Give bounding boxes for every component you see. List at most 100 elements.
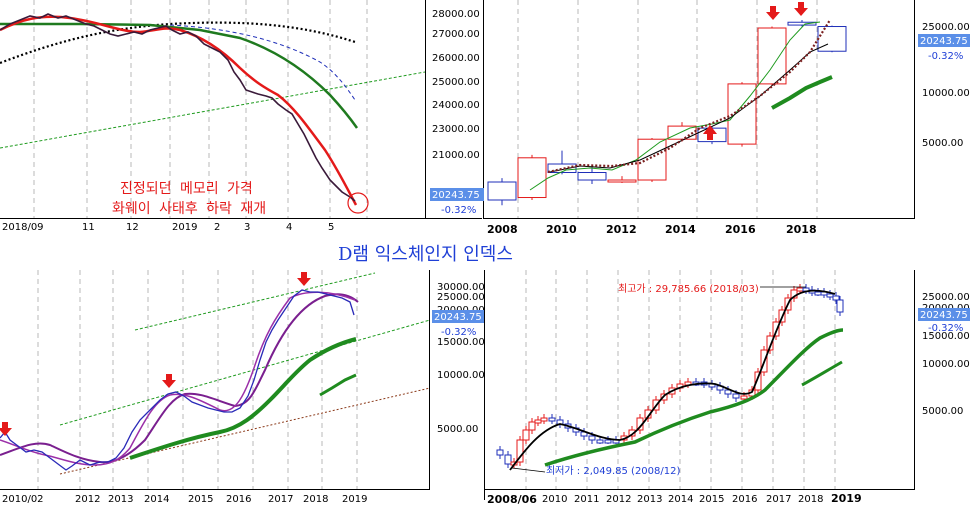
x-axis-labels: 2008/06 2010 2011 2012 2013 2014 2015 20… [487,492,862,506]
series-ma-thick-green [129,337,357,460]
series-ma-thick-green [544,328,844,467]
price-change: -0.32% [928,51,963,62]
down-arrow-marker [297,272,311,286]
x-tick-label: 2013 [108,494,133,505]
chart-top-right: 2008 2010 2012 2014 2016 2018 25000.00 1… [487,2,970,236]
candle-body [607,179,637,183]
series-ma-thick-green [771,75,833,110]
price-change: -0.32% [441,205,476,216]
x-tick-label: 2018 [303,494,328,505]
y-tick-label: 25000.00 [922,22,970,33]
x-tick-label: 4 [286,222,292,233]
y-tick-label: 5000.00 [922,406,963,417]
x-tick-label: 2019 [831,492,862,505]
x-tick-label: 2014 [144,494,169,505]
x-tick-label: 2016 [725,223,756,236]
candle-body [757,27,787,85]
y-tick-label: 25000.00 [432,77,480,88]
candle-body [796,287,804,292]
x-tick-label: 3 [244,222,250,233]
low-label: 최저가 : 2,049.85 (2008/12) [546,465,680,477]
price-badge-value: 20243.75 [432,190,480,201]
series-price [0,13,356,202]
y-tick-label: 21000.00 [432,150,480,161]
y-tick-label: 23000.00 [432,124,480,135]
channel-mid [59,319,431,426]
x-tick-label: 2011 [574,494,599,505]
candle-body [540,417,548,422]
candle-body [604,439,612,444]
candle-body [817,26,847,52]
y-tick-label: 5000.00 [922,138,963,149]
y-tick-label: 24000.00 [432,100,480,111]
candle-body [772,321,780,337]
x-tick-label: 2018 [786,223,817,236]
candle-body [836,299,844,313]
y-tick-label: 25000.00 [437,292,485,303]
x-tick-label: 11 [82,222,95,233]
candle-body [504,454,512,465]
candle-body [740,395,748,400]
x-tick-label: 12 [126,222,139,233]
candle-body [548,417,556,422]
page-title: D램 익스체인지 인덱스 [338,244,513,265]
y-axis-labels: 30000.00 25000.00 20000.00 15000.00 1000… [437,282,485,435]
marker-arrows [0,272,311,436]
x-tick-label: 2014 [665,223,696,236]
series-ma-short-green [801,360,843,387]
down-arrow-marker [162,374,176,388]
price-change: -0.32% [441,327,476,338]
price-badge-value: 20243.75 [434,312,482,323]
candle-body [516,439,524,463]
x-tick-label: 2018/09 [2,222,44,233]
candle-body [766,335,774,351]
candle-body [577,172,607,181]
series-ma-blue-dashed [169,24,356,101]
high-label: 최고가 : 29,785.66 (2018/03) [618,283,759,295]
x-tick-label: 2019 [342,494,367,505]
price-badge [918,308,970,321]
series-ma-short-green [319,373,357,397]
up-arrow-marker [703,125,717,140]
y-tick-label: 26000.00 [432,53,480,64]
series-ma-black [549,43,829,173]
candle-body [732,393,740,399]
candle-body [496,449,504,456]
candle-body [787,21,817,26]
x-tick-label: 2013 [637,494,662,505]
y-tick-label: 5000.00 [437,424,478,435]
candle-body [534,419,542,424]
candle-body [528,421,536,431]
candle-body [517,157,547,199]
x-tick-label: 5 [328,222,334,233]
x-axis-labels: 2018/09 11 12 2019 2 3 4 5 [2,222,334,233]
y-tick-label: 28000.00 [432,9,480,20]
y-tick-label: 15000.00 [437,337,485,348]
candle-body [596,439,604,444]
y-tick-label: 30000.00 [437,282,485,293]
y-tick-label: 25000.00 [922,292,970,303]
low-leader [511,467,546,473]
series-ma-black [509,289,836,471]
price-change: -0.32% [928,323,963,334]
candle-body [487,181,517,201]
panel-frames [0,0,915,500]
price-badge [918,34,970,47]
candle-body [637,138,667,181]
candle-body [754,371,762,391]
chart-bottom-right: 최고가 : 29,785.66 (2018/03) 최저가 : 2,049.85… [487,283,970,506]
y-tick-label: 10000.00 [437,370,485,381]
x-tick-label: 2010 [542,494,567,505]
x-tick-label: 2012 [606,494,631,505]
x-tick-label: 2012 [606,223,637,236]
candles [487,20,847,206]
x-tick-label: 2017 [268,494,293,505]
x-tick-label: 2019 [172,222,197,233]
x-tick-label: 2008/06 [487,493,537,506]
candle-body [588,435,596,441]
down-arrow-marker [766,6,780,20]
candle-body [724,389,732,395]
y-axis-labels: 28000.00 27000.00 26000.00 25000.00 2400… [432,9,480,161]
x-tick-label: 2008 [487,223,518,236]
